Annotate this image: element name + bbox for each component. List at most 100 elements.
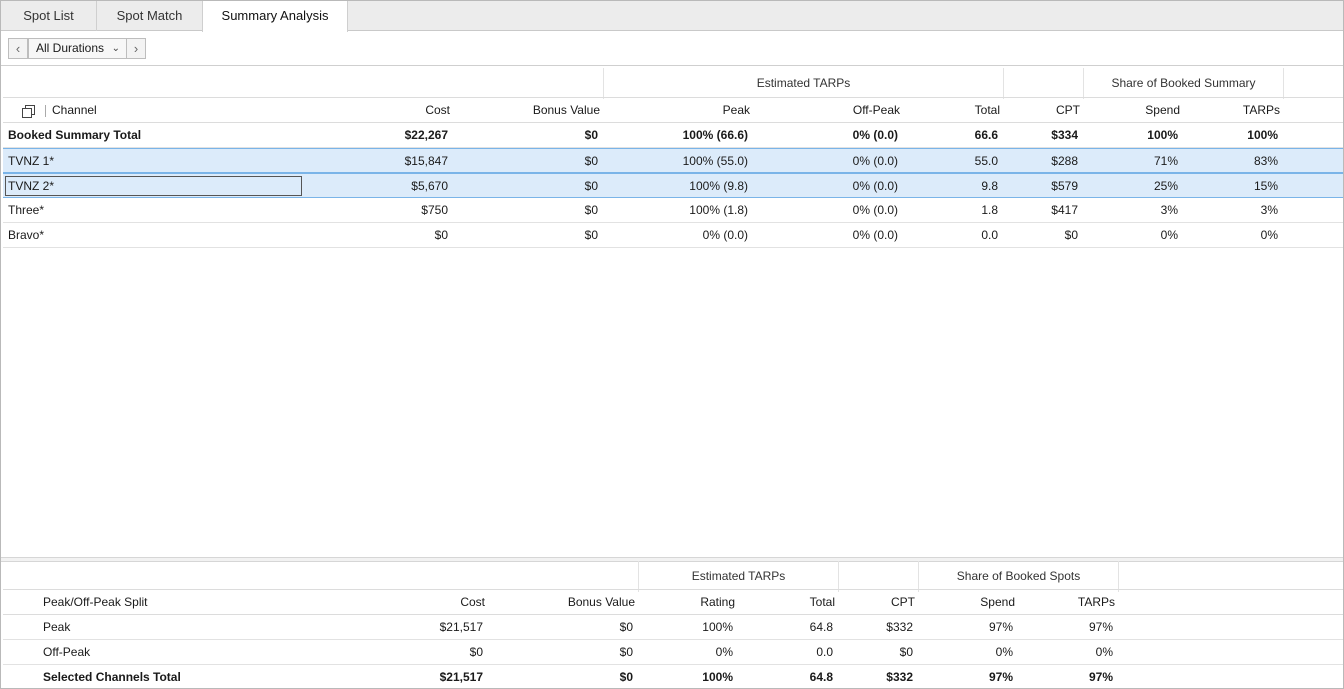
col-header-cost[interactable]: Cost: [425, 103, 450, 117]
cell-offpeak: 0% (0.0): [852, 154, 898, 168]
split-col-header-cost[interactable]: Cost: [460, 595, 485, 609]
cell-total: 66.6: [974, 128, 998, 142]
cell-split-label: Off-Peak: [43, 645, 91, 659]
cell-spend: 0%: [1160, 228, 1178, 242]
cell-bonus: $0: [584, 128, 598, 142]
cell-cost: $21,517: [439, 620, 483, 634]
cell-offpeak: 0% (0.0): [852, 179, 898, 193]
col-header-spend[interactable]: Spend: [1145, 103, 1180, 117]
cell-spend: 97%: [988, 620, 1013, 634]
cell-total: 64.8: [809, 670, 833, 684]
split-col-header-bonus-value[interactable]: Bonus Value: [567, 595, 635, 609]
cell-cpt: $417: [1051, 203, 1078, 217]
table-row[interactable]: Peak $21,517 $0 100% 64.8 $332 97% 97%: [3, 615, 1343, 640]
cell-total: 0.0: [981, 228, 998, 242]
col-header-tarps[interactable]: TARPs: [1242, 103, 1280, 117]
table-row-total[interactable]: Booked Summary Total $22,267 $0 100% (66…: [3, 123, 1343, 148]
cell-channel: Three*: [8, 203, 45, 217]
cell-cpt: $332: [886, 670, 913, 684]
cell-bonus: $0: [584, 179, 598, 193]
duration-toolbar: ‹ All Durations ⌄ ›: [1, 32, 1343, 66]
share-booked-spots-group-header: Share of Booked Spots: [918, 561, 1119, 592]
split-col-header-tarps[interactable]: TARPs: [1077, 595, 1115, 609]
table-row[interactable]: Off-Peak $0 $0 0% 0.0 $0 0% 0%: [3, 640, 1343, 665]
col-header-total[interactable]: Total: [974, 103, 1000, 117]
cell-cost: $0: [434, 228, 448, 242]
share-booked-summary-group-header: Share of Booked Summary: [1083, 68, 1284, 99]
table-row[interactable]: TVNZ 2* $5,670 $0 100% (9.8) 0% (0.0) 9.…: [3, 173, 1343, 198]
cell-total: 64.8: [809, 620, 833, 634]
table-row-total[interactable]: Selected Channels Total $21,517 $0 100% …: [3, 665, 1343, 688]
cell-spend: 100%: [1147, 128, 1178, 142]
cell-bonus: $0: [584, 154, 598, 168]
split-col-header-rating[interactable]: Rating: [700, 595, 735, 609]
focus-cell-outline: [5, 176, 302, 196]
panel-splitter[interactable]: [1, 557, 1343, 562]
cell-offpeak: 0% (0.0): [852, 128, 898, 142]
cell-total: 1.8: [981, 203, 998, 217]
cell-split-label: Selected Channels Total: [43, 670, 181, 684]
col-header-cpt[interactable]: CPT: [1056, 103, 1080, 117]
cell-channel: Booked Summary Total: [8, 128, 142, 142]
split-col-header-cpt[interactable]: CPT: [891, 595, 915, 609]
cell-peak: 100% (1.8): [689, 203, 748, 217]
split-col-header-total[interactable]: Total: [809, 595, 835, 609]
cell-tarps: 97%: [1088, 670, 1113, 684]
cell-rating: 0%: [715, 645, 733, 659]
cell-cost: $15,847: [404, 154, 448, 168]
cell-spend: 25%: [1153, 179, 1178, 193]
cell-rating: 100%: [702, 670, 733, 684]
cell-channel: TVNZ 2*: [8, 179, 55, 193]
cell-tarps: 3%: [1260, 203, 1278, 217]
table-row[interactable]: TVNZ 1* $15,847 $0 100% (55.0) 0% (0.0) …: [3, 148, 1343, 173]
cell-offpeak: 0% (0.0): [852, 228, 898, 242]
col-header-off-peak[interactable]: Off-Peak: [852, 103, 900, 117]
chevron-right-icon: ›: [133, 41, 139, 56]
cell-cpt: $334: [1051, 128, 1078, 142]
cell-rating: 100%: [702, 620, 733, 634]
cell-bonus: $0: [619, 620, 633, 634]
cell-cpt: $0: [1064, 228, 1078, 242]
col-header-channel[interactable]: Channel: [52, 103, 97, 117]
duration-select-value: All Durations: [36, 41, 105, 55]
cell-tarps: 83%: [1253, 154, 1278, 168]
cell-cost: $21,517: [439, 670, 483, 684]
cell-total: 9.8: [981, 179, 998, 193]
copy-icon[interactable]: [22, 105, 36, 118]
cell-peak: 100% (9.8): [689, 179, 748, 193]
cell-cost: $22,267: [404, 128, 448, 142]
cell-bonus: $0: [584, 228, 598, 242]
next-duration-button[interactable]: ›: [126, 38, 146, 59]
col-header-peak[interactable]: Peak: [722, 103, 750, 117]
cell-tarps: 97%: [1088, 620, 1113, 634]
cell-bonus: $0: [584, 203, 598, 217]
cell-cost: $5,670: [411, 179, 448, 193]
chevron-left-icon: ‹: [15, 41, 21, 56]
table-row[interactable]: Three* $750 $0 100% (1.8) 0% (0.0) 1.8 $…: [3, 198, 1343, 223]
table-row[interactable]: Bravo* $0 $0 0% (0.0) 0% (0.0) 0.0 $0 0%…: [3, 223, 1343, 248]
tab-spot-list[interactable]: Spot List: [1, 1, 97, 31]
cell-total: 0.0: [816, 645, 833, 659]
cell-cost: $750: [421, 203, 448, 217]
tab-summary-analysis[interactable]: Summary Analysis: [202, 1, 348, 32]
prev-duration-button[interactable]: ‹: [8, 38, 28, 59]
cell-spend: 97%: [988, 670, 1013, 684]
estimated-tarps-group-header: Estimated TARPs: [603, 68, 1004, 99]
cell-channel: TVNZ 1*: [8, 154, 55, 168]
cell-tarps: 15%: [1253, 179, 1278, 193]
duration-select[interactable]: All Durations ⌄: [28, 38, 127, 59]
cell-cpt: $332: [886, 620, 913, 634]
cell-peak: 100% (55.0): [682, 154, 748, 168]
split-col-header-label[interactable]: Peak/Off-Peak Split: [43, 595, 148, 609]
split-estimated-tarps-group-header: Estimated TARPs: [638, 561, 839, 592]
tab-spot-match[interactable]: Spot Match: [97, 1, 203, 31]
tab-bar: Spot List Spot Match Summary Analysis: [1, 1, 1343, 32]
cell-peak: 0% (0.0): [702, 228, 748, 242]
col-header-bonus-value[interactable]: Bonus Value: [532, 103, 600, 117]
cell-cpt: $288: [1051, 154, 1078, 168]
cell-total: 55.0: [974, 154, 998, 168]
cell-split-label: Peak: [43, 620, 71, 634]
cell-spend: 0%: [995, 645, 1013, 659]
split-col-header-spend[interactable]: Spend: [980, 595, 1015, 609]
